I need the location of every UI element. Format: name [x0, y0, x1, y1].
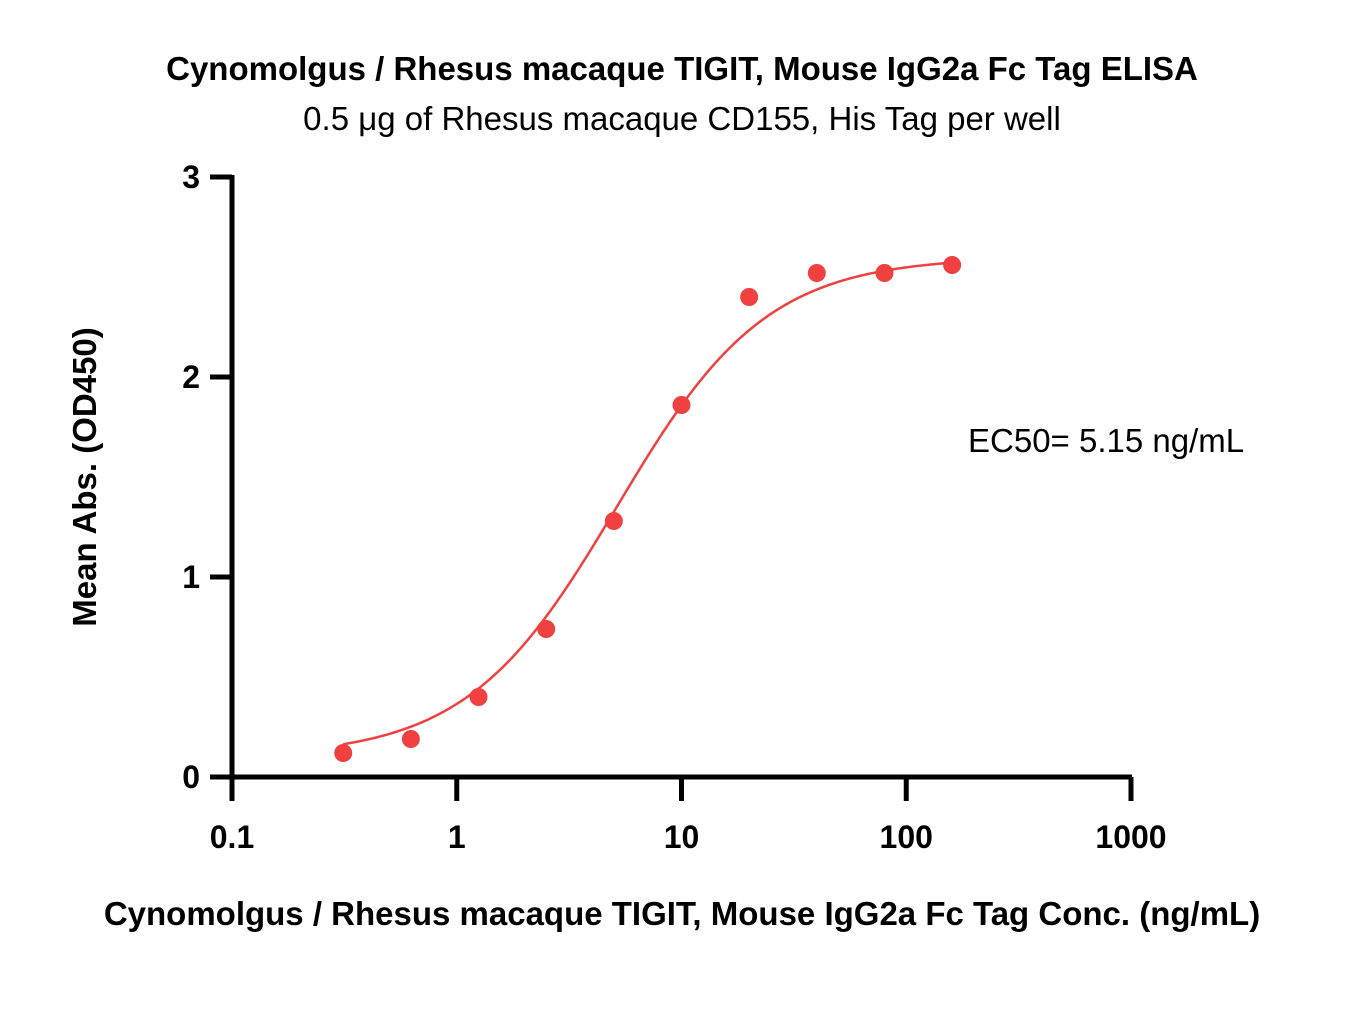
y-axis-label: Mean Abs. (OD450) [66, 327, 103, 627]
data-point-8 [875, 264, 894, 282]
x-tick-label-2: 10 [664, 819, 700, 855]
chart-subtitle: 0.5 μg of Rhesus macaque CD155, His Tag … [303, 100, 1061, 137]
data-point-6 [740, 288, 759, 306]
x-tick-label-0: 0.1 [210, 819, 254, 855]
y-tick-label-3: 3 [182, 159, 200, 195]
data-point-5 [672, 396, 691, 414]
data-point-3 [537, 620, 556, 638]
fit-curve-layer [343, 261, 953, 746]
fit-curve-line [343, 261, 953, 746]
y-tick-label-0: 0 [182, 759, 200, 795]
data-points-layer [334, 256, 962, 762]
x-tick-label-4: 1000 [1095, 819, 1166, 855]
data-point-9 [943, 256, 962, 274]
data-point-1 [401, 730, 420, 748]
y-tick-label-2: 2 [182, 359, 200, 395]
ec50-annotation: EC50= 5.15 ng/mL [968, 422, 1244, 459]
data-point-2 [469, 688, 488, 706]
y-tick-label-1: 1 [182, 559, 200, 595]
data-point-7 [807, 264, 826, 282]
data-point-4 [604, 512, 623, 530]
x-tick-label-1: 1 [448, 819, 466, 855]
x-axis-label: Cynomolgus / Rhesus macaque TIGIT, Mouse… [104, 895, 1260, 932]
x-tick-label-3: 100 [880, 819, 933, 855]
x-axis-ticks: 0.1 1 10 100 1000 [210, 777, 1167, 855]
data-point-0 [334, 744, 353, 762]
y-axis-ticks: 0 1 2 3 [182, 159, 232, 795]
chart-title: Cynomolgus / Rhesus macaque TIGIT, Mouse… [166, 50, 1198, 87]
